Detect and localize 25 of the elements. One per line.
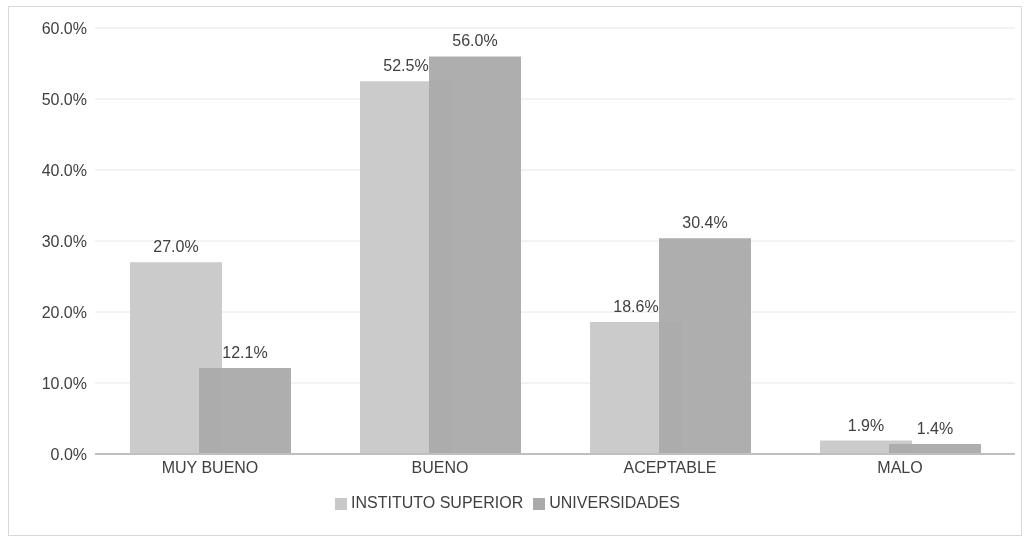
y-tick-label: 40.0%	[41, 161, 87, 179]
data-label: 1.9%	[847, 416, 885, 434]
x-tick-label: MUY BUENO	[161, 459, 259, 477]
x-tick-label: MALO	[877, 459, 923, 477]
y-tick-label: 60.0%	[41, 19, 87, 37]
bar	[429, 56, 521, 454]
legend-label: UNIVERSIDADES	[549, 494, 680, 511]
x-tick-label: ACEPTABLE	[623, 459, 717, 477]
y-tick-label: 20.0%	[41, 303, 87, 321]
data-label: 18.6%	[613, 297, 659, 315]
bar	[889, 444, 981, 454]
y-tick-label: 10.0%	[41, 374, 87, 392]
x-tick-label: BUENO	[411, 459, 469, 477]
data-label: 52.5%	[383, 57, 429, 75]
bar	[199, 368, 291, 454]
legend-label: INSTITUTO SUPERIOR	[351, 494, 524, 511]
bar	[659, 238, 751, 454]
data-label: 12.1%	[222, 344, 268, 362]
y-tick-label: 30.0%	[41, 232, 87, 250]
data-label: 30.4%	[682, 214, 728, 232]
data-label: 27.0%	[153, 238, 199, 256]
data-label: 56.0%	[452, 32, 498, 50]
y-tick-label: 0.0%	[50, 445, 87, 463]
data-label: 1.4%	[916, 420, 954, 438]
y-tick-label: 50.0%	[41, 90, 87, 108]
